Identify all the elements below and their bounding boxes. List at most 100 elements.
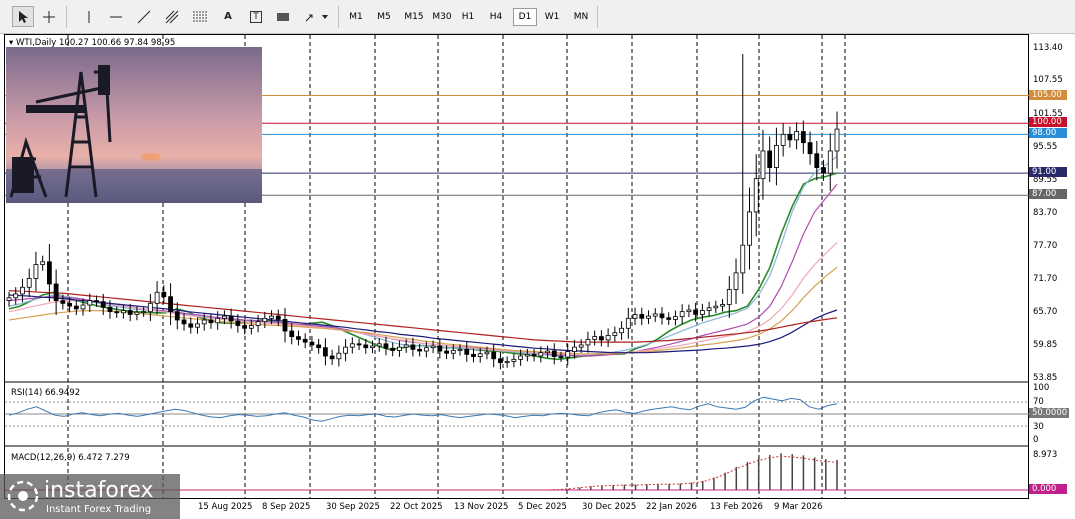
timeframe-m1[interactable]: M1 bbox=[349, 12, 363, 22]
date-tick-label: 13 Feb 2026 bbox=[710, 502, 763, 512]
candle-body bbox=[370, 345, 375, 349]
candle-body bbox=[720, 304, 725, 307]
candle bbox=[524, 348, 530, 362]
candle bbox=[141, 306, 147, 317]
candle-body bbox=[686, 309, 692, 313]
timeframe-m30[interactable]: M30 bbox=[432, 12, 452, 22]
candle bbox=[477, 347, 483, 363]
candle-body bbox=[706, 307, 712, 311]
candle-body bbox=[121, 310, 126, 314]
candle-body bbox=[491, 351, 497, 360]
candle-body bbox=[511, 358, 517, 362]
arrows-dropdown-icon[interactable] bbox=[300, 6, 332, 27]
moving-average-line bbox=[8, 156, 838, 357]
candle-body bbox=[80, 304, 86, 310]
price-chart[interactable] bbox=[5, 35, 1030, 500]
candle bbox=[201, 313, 207, 331]
date-tick-label: 13 Nov 2025 bbox=[454, 502, 509, 512]
crosshair-icon[interactable] bbox=[38, 6, 60, 27]
candle-body bbox=[87, 300, 93, 306]
candle-body bbox=[289, 330, 295, 338]
date-tick-label: 22 Oct 2025 bbox=[390, 502, 443, 512]
moving-average-line bbox=[8, 266, 838, 355]
candle bbox=[787, 126, 793, 148]
candle bbox=[585, 331, 591, 353]
candle-body bbox=[733, 272, 739, 290]
date-axis[interactable]: 15 Aug 2025 8 Sep 2025 30 Sep 2025 22 Oct 2… bbox=[0, 499, 1075, 519]
candle bbox=[53, 269, 59, 315]
candle-body bbox=[625, 317, 631, 329]
candle bbox=[309, 336, 315, 352]
candle bbox=[632, 307, 638, 326]
date-tick-label: 9 Mar 2026 bbox=[774, 502, 823, 512]
candle bbox=[612, 326, 618, 342]
symbol-label: WTI,Daily bbox=[15, 38, 57, 48]
candle-body bbox=[343, 346, 348, 354]
candle-body bbox=[403, 344, 409, 348]
candle bbox=[693, 302, 699, 322]
instaforex-logo-icon bbox=[7, 480, 39, 512]
price-level-tag: 91.00 bbox=[1029, 167, 1067, 178]
vertical-line-icon[interactable] bbox=[78, 6, 100, 27]
timeframe-w1[interactable]: W1 bbox=[544, 12, 560, 22]
candle bbox=[147, 293, 153, 322]
candle bbox=[686, 304, 692, 318]
candle bbox=[471, 348, 476, 363]
date-tick-label: 30 Dec 2025 bbox=[582, 502, 637, 512]
timeframe-d1[interactable]: D1 bbox=[513, 8, 537, 26]
candle bbox=[208, 313, 214, 329]
candle-body bbox=[73, 305, 79, 310]
candle-body bbox=[673, 316, 678, 320]
candle-body bbox=[504, 361, 510, 364]
candle-body bbox=[168, 296, 173, 313]
candle bbox=[760, 129, 766, 200]
candle-body bbox=[652, 313, 658, 317]
chart-menu-arrow-icon[interactable]: ▾ bbox=[9, 38, 16, 48]
price-tick-label: 53.85 bbox=[1033, 373, 1058, 383]
candle-body bbox=[100, 301, 106, 308]
rectangle-label-icon[interactable] bbox=[272, 6, 294, 27]
candle bbox=[60, 294, 66, 310]
candle bbox=[625, 307, 631, 339]
fibonacci-icon[interactable] bbox=[189, 6, 211, 27]
text-icon[interactable]: A bbox=[224, 11, 232, 22]
candle-body bbox=[444, 350, 449, 354]
cursor-icon[interactable] bbox=[12, 6, 34, 27]
timeframe-h4[interactable]: H4 bbox=[489, 12, 503, 22]
candle bbox=[511, 353, 517, 368]
candle-body bbox=[53, 283, 59, 301]
candle-body bbox=[639, 314, 645, 319]
trendline-icon[interactable] bbox=[133, 6, 155, 27]
candle-body bbox=[20, 286, 25, 295]
rsi-axis-label: 100 bbox=[1033, 383, 1050, 393]
candle bbox=[834, 111, 840, 169]
timeframe-m5[interactable]: M5 bbox=[377, 12, 391, 22]
macd-axis-label: 8.973 bbox=[1033, 450, 1058, 460]
timeframe-m15[interactable]: M15 bbox=[404, 12, 424, 22]
candle-body bbox=[565, 351, 571, 358]
timeframe-mn[interactable]: MN bbox=[573, 12, 589, 22]
candle-body bbox=[134, 311, 140, 315]
candle-body bbox=[545, 350, 550, 354]
candle bbox=[666, 312, 672, 325]
andrews-pitchfork-icon[interactable] bbox=[161, 6, 183, 27]
candle-body bbox=[235, 320, 241, 326]
rsi-axis-label: 30 bbox=[1033, 422, 1044, 432]
price-axis[interactable]: 113.40 107.55 101.55 95.55 89.55 83.70 77.70 71… bbox=[1029, 34, 1075, 499]
candle bbox=[592, 330, 598, 346]
candle bbox=[538, 346, 544, 363]
candle-body bbox=[302, 338, 308, 343]
candle-body bbox=[60, 300, 66, 304]
candle-body bbox=[67, 302, 72, 307]
candle-body bbox=[107, 306, 113, 313]
candle bbox=[302, 333, 308, 349]
candle-body bbox=[201, 319, 207, 325]
candle bbox=[450, 344, 456, 360]
candle bbox=[363, 338, 369, 354]
candle-body bbox=[147, 302, 153, 313]
horizontal-line-icon[interactable] bbox=[105, 6, 127, 27]
candle bbox=[437, 338, 443, 359]
candle-body bbox=[538, 352, 544, 357]
text-label-icon[interactable]: T bbox=[245, 6, 267, 27]
timeframe-h1[interactable]: H1 bbox=[461, 12, 475, 22]
